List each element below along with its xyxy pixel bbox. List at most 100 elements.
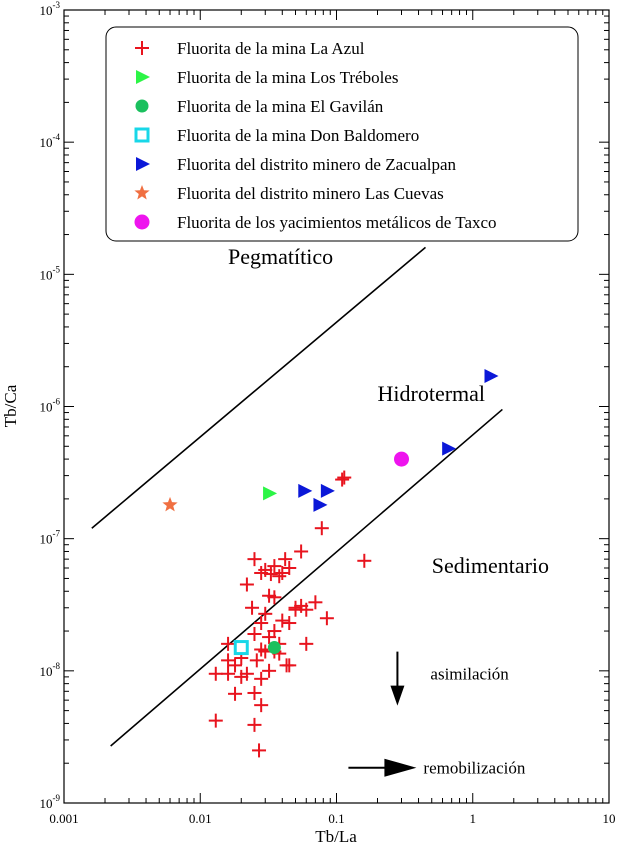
data-point	[239, 666, 254, 681]
legend-marker	[134, 127, 150, 143]
data-point	[239, 577, 254, 592]
data-point	[308, 595, 323, 610]
y-tick-exponent: -4	[53, 132, 61, 142]
data-point	[247, 717, 262, 732]
data-point	[254, 671, 269, 686]
data-point	[357, 553, 372, 568]
data-point	[247, 626, 262, 641]
legend-box	[105, 26, 579, 242]
legend-marker	[135, 41, 149, 55]
data-point	[278, 552, 293, 567]
y-tick-exponent: -6	[53, 397, 61, 407]
y-tick-exponent: -8	[53, 661, 61, 671]
data-point	[245, 600, 260, 615]
annotations: Pegmatítico Hidrotermal Sedimentario asimil…	[228, 244, 549, 778]
y-tick-label: 10-7	[40, 529, 61, 547]
data-points	[162, 369, 499, 758]
data-point	[254, 698, 269, 713]
y-tick-exponent: -7	[53, 529, 61, 539]
data-point	[275, 613, 290, 628]
data-point	[247, 552, 262, 567]
data-point	[221, 666, 236, 681]
data-point	[252, 743, 267, 758]
y-axis-label: Tb/Ca	[1, 384, 20, 427]
y-tick-label: 10-8	[40, 661, 61, 679]
y-tick-exponent: -9	[53, 793, 61, 803]
region-label: Hidrotermal	[378, 381, 486, 406]
remobilization-label: remobilización	[423, 759, 525, 778]
data-point	[249, 653, 264, 668]
legend-label: Fluorita de los yacimientos metálicos de…	[177, 213, 497, 232]
y-tick-label: 10-4	[40, 132, 61, 150]
legend-marker	[136, 70, 150, 84]
data-point	[254, 565, 269, 580]
legend-label: Fluorita del distrito minero de Zacualpa…	[177, 155, 457, 174]
data-point	[313, 497, 328, 512]
region-label: Pegmatítico	[228, 244, 333, 269]
data-point	[263, 567, 278, 582]
data-point	[320, 483, 335, 498]
boundary-line-lower	[110, 408, 503, 747]
data-point	[335, 472, 350, 487]
y-tick-label: 10-5	[40, 264, 61, 282]
boundary-lines	[91, 246, 503, 747]
data-point	[233, 640, 249, 656]
legend: Fluorita de la mina La Azul Fluorita de l…	[105, 26, 579, 242]
data-point	[228, 686, 243, 701]
legend-marker	[136, 157, 150, 171]
legend-marker	[134, 214, 150, 230]
data-point	[258, 606, 273, 621]
data-point	[294, 544, 309, 559]
data-point	[298, 483, 313, 498]
boundary-line-upper	[91, 246, 427, 529]
x-tick-label: 1	[470, 811, 477, 826]
data-point	[263, 486, 278, 501]
data-point	[254, 616, 269, 631]
data-point	[267, 590, 282, 605]
assimilation-label: asimilación	[430, 665, 509, 684]
data-point	[299, 636, 314, 651]
data-point	[279, 658, 294, 673]
data-point	[282, 616, 297, 631]
x-tick-label: 0.1	[328, 811, 344, 826]
axis-ticks	[63, 10, 609, 804]
data-point	[228, 658, 243, 673]
data-point	[247, 685, 262, 700]
y-tick-exponent: -3	[53, 0, 61, 10]
y-tick-label: 10-9	[40, 793, 61, 811]
data-point	[394, 451, 410, 467]
y-tick-label: 10-6	[40, 397, 61, 415]
data-point	[162, 496, 178, 512]
y-tick-label: 10-3	[40, 0, 61, 18]
legend-marker	[135, 99, 149, 113]
legend-label: Fluorita del distrito minero Las Cuevas	[177, 184, 444, 203]
data-point	[314, 521, 329, 536]
data-point	[484, 369, 499, 384]
data-point	[272, 569, 287, 584]
x-axis-label: Tb/La	[315, 827, 357, 846]
legend-label: Fluorita de la mina La Azul	[177, 39, 365, 58]
data-point	[267, 624, 282, 639]
y-tick-exponent: -5	[53, 264, 61, 274]
data-point	[262, 663, 277, 678]
legend-marker	[134, 185, 150, 200]
data-point	[337, 470, 352, 485]
region-label: Sedimentario	[432, 553, 549, 578]
data-point	[319, 611, 334, 626]
x-tick-label: 0.001	[49, 811, 78, 826]
x-tick-label: 10	[603, 811, 616, 826]
x-tick-label: 0.01	[189, 811, 212, 826]
assimilation-arrow-head	[390, 685, 405, 706]
data-point	[282, 560, 297, 575]
data-point	[267, 559, 282, 574]
data-point	[221, 636, 236, 651]
data-point	[208, 666, 223, 681]
data-point	[208, 713, 223, 728]
legend-label: Fluorita de la mina Don Baldomero	[177, 126, 419, 145]
data-point	[442, 441, 457, 456]
remobilization-arrow-head	[384, 758, 417, 777]
data-point	[288, 602, 303, 617]
legend-label: Fluorita de la mina Los Tréboles	[177, 68, 398, 87]
data-point	[267, 641, 281, 655]
